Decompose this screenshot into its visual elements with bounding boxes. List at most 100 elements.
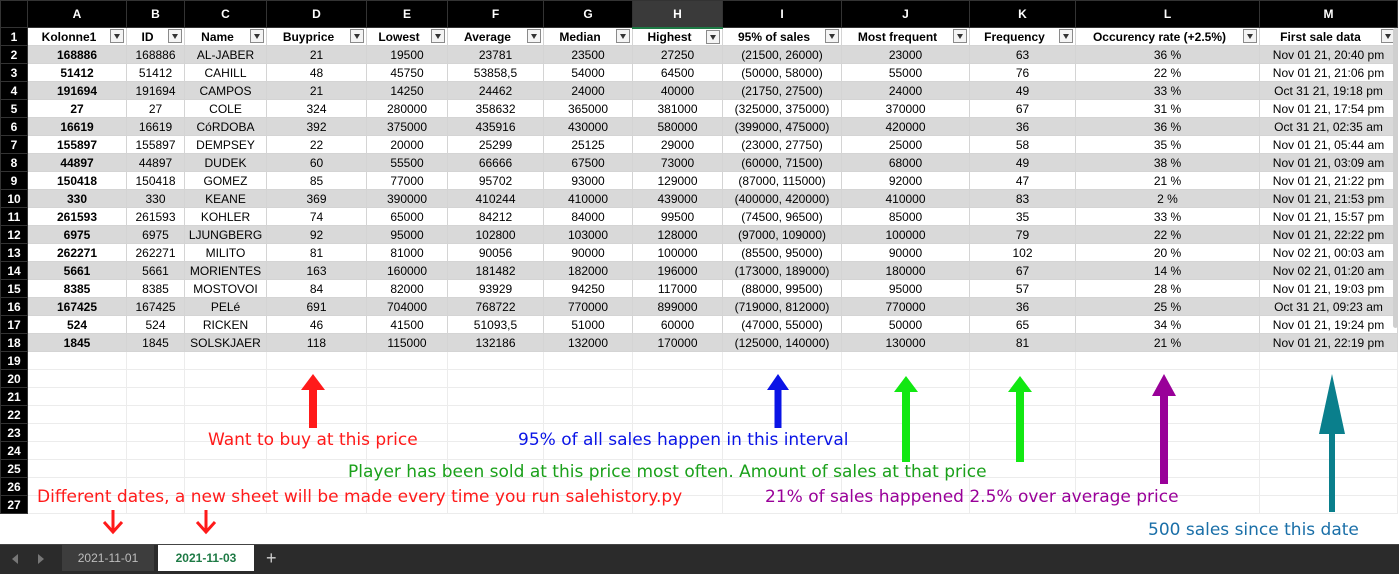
table-cell[interactable]: 24462 (447, 81, 544, 100)
table-cell[interactable]: 90000 (841, 243, 970, 262)
table-cell[interactable]: 55000 (841, 63, 970, 82)
table-cell[interactable]: 90056 (447, 243, 544, 262)
table-cell[interactable]: 181482 (447, 261, 544, 280)
table-cell[interactable]: 196000 (632, 261, 723, 280)
empty-cell[interactable] (184, 405, 267, 424)
table-cell[interactable]: 439000 (632, 189, 723, 208)
empty-cell[interactable] (184, 351, 267, 370)
empty-cell[interactable] (27, 459, 127, 478)
header-cell[interactable]: ID (126, 27, 185, 46)
table-cell[interactable]: Nov 02 21, 01:20 am (1259, 261, 1398, 280)
table-cell[interactable]: Nov 01 21, 20:40 pm (1259, 45, 1398, 64)
table-cell[interactable]: (21500, 26000) (722, 45, 842, 64)
empty-cell[interactable] (1259, 495, 1398, 514)
table-cell[interactable]: 85 (266, 171, 367, 190)
table-cell[interactable]: (97000, 109000) (722, 225, 842, 244)
empty-cell[interactable] (722, 405, 842, 424)
table-cell[interactable]: AL-JABER (184, 45, 267, 64)
column-header-b[interactable]: B (126, 0, 185, 28)
empty-cell[interactable] (447, 441, 544, 460)
add-sheet-button[interactable]: + (266, 548, 277, 568)
table-cell[interactable]: 168886 (126, 45, 185, 64)
table-cell[interactable]: 50000 (841, 315, 970, 334)
table-cell[interactable]: 118 (266, 333, 367, 352)
table-cell[interactable]: 84 (266, 279, 367, 298)
empty-cell[interactable] (184, 369, 267, 388)
header-cell[interactable]: Lowest (366, 27, 448, 46)
table-cell[interactable]: 22 % (1075, 63, 1260, 82)
table-cell[interactable]: 14250 (366, 81, 448, 100)
header-cell[interactable]: Occurency rate (+2.5%) (1075, 27, 1260, 46)
empty-cell[interactable] (447, 351, 544, 370)
empty-cell[interactable] (632, 387, 723, 406)
row-number[interactable]: 16 (0, 297, 28, 316)
table-cell[interactable]: 25 % (1075, 297, 1260, 316)
table-cell[interactable]: 410000 (543, 189, 633, 208)
empty-cell[interactable] (632, 369, 723, 388)
table-cell[interactable]: 410244 (447, 189, 544, 208)
empty-cell[interactable] (722, 477, 842, 496)
dropdown-filter-icon[interactable] (953, 29, 967, 43)
table-cell[interactable]: 132000 (543, 333, 633, 352)
empty-cell[interactable] (184, 423, 267, 442)
empty-cell[interactable] (1075, 351, 1260, 370)
table-cell[interactable]: 51412 (27, 63, 127, 82)
empty-cell[interactable] (27, 351, 127, 370)
table-cell[interactable]: 68000 (841, 153, 970, 172)
table-cell[interactable]: 28 % (1075, 279, 1260, 298)
empty-cell[interactable] (841, 351, 970, 370)
table-cell[interactable]: 23000 (841, 45, 970, 64)
table-cell[interactable]: CóRDOBA (184, 117, 267, 136)
header-cell[interactable]: Highest (632, 27, 723, 46)
table-cell[interactable]: 95000 (366, 225, 448, 244)
empty-cell[interactable] (366, 405, 448, 424)
row-number[interactable]: 13 (0, 243, 28, 262)
table-cell[interactable]: 155897 (27, 135, 127, 154)
empty-cell[interactable] (1259, 459, 1398, 478)
empty-cell[interactable] (184, 495, 267, 514)
table-cell[interactable]: 38 % (1075, 153, 1260, 172)
table-cell[interactable]: (85500, 95000) (722, 243, 842, 262)
row-number[interactable]: 22 (0, 405, 28, 424)
table-cell[interactable]: Oct 31 21, 19:18 pm (1259, 81, 1398, 100)
table-cell[interactable]: (88000, 99500) (722, 279, 842, 298)
row-number[interactable]: 7 (0, 135, 28, 154)
table-cell[interactable]: 41500 (366, 315, 448, 334)
table-cell[interactable]: 8385 (27, 279, 127, 298)
empty-cell[interactable] (543, 351, 633, 370)
row-number[interactable]: 4 (0, 81, 28, 100)
dropdown-filter-icon[interactable] (1243, 29, 1257, 43)
table-cell[interactable]: 81 (969, 333, 1076, 352)
table-cell[interactable]: 77000 (366, 171, 448, 190)
table-cell[interactable]: COLE (184, 99, 267, 118)
table-cell[interactable]: Nov 01 21, 21:06 pm (1259, 63, 1398, 82)
table-cell[interactable]: 84212 (447, 207, 544, 226)
row-number[interactable]: 14 (0, 261, 28, 280)
table-cell[interactable]: 392 (266, 117, 367, 136)
table-cell[interactable]: 93000 (543, 171, 633, 190)
table-cell[interactable]: Nov 02 21, 00:03 am (1259, 243, 1398, 262)
table-cell[interactable]: 57 (969, 279, 1076, 298)
table-cell[interactable]: 76 (969, 63, 1076, 82)
empty-cell[interactable] (447, 405, 544, 424)
empty-cell[interactable] (969, 369, 1076, 388)
table-cell[interactable]: 170000 (632, 333, 723, 352)
table-cell[interactable]: 46 (266, 315, 367, 334)
table-cell[interactable]: 770000 (543, 297, 633, 316)
table-cell[interactable]: 65 (969, 315, 1076, 334)
header-cell[interactable]: Name (184, 27, 267, 46)
row-number[interactable]: 6 (0, 117, 28, 136)
empty-cell[interactable] (126, 369, 185, 388)
table-cell[interactable]: 51412 (126, 63, 185, 82)
triangle-left-icon[interactable] (12, 554, 18, 564)
row-number[interactable]: 27 (0, 495, 28, 514)
table-cell[interactable]: (87000, 115000) (722, 171, 842, 190)
table-cell[interactable]: 60000 (632, 315, 723, 334)
table-cell[interactable]: 92 (266, 225, 367, 244)
empty-cell[interactable] (126, 351, 185, 370)
empty-cell[interactable] (1075, 477, 1260, 496)
column-header-a[interactable]: A (27, 0, 127, 28)
table-cell[interactable]: 24000 (543, 81, 633, 100)
empty-cell[interactable] (632, 495, 723, 514)
table-cell[interactable]: 358632 (447, 99, 544, 118)
